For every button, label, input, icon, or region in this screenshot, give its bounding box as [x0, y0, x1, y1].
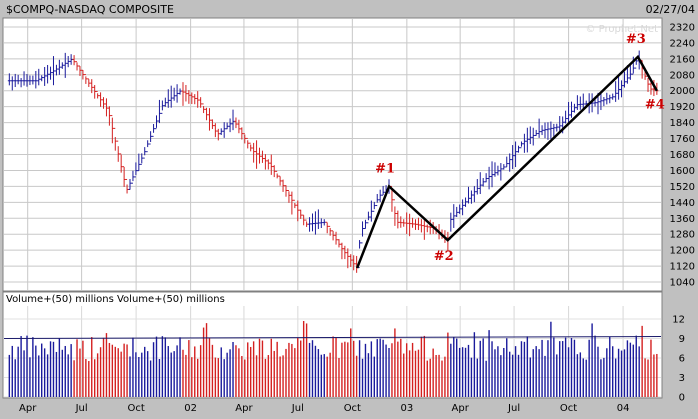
price-tick-label: 2240	[670, 38, 695, 49]
price-tick-label: 2080	[670, 70, 695, 81]
time-tick-label: Jul	[75, 403, 88, 414]
price-tick-label: 1840	[670, 118, 695, 129]
price-tick-label: 1760	[670, 134, 695, 145]
wave-label: #1	[375, 161, 395, 176]
volume-tick-label: 6	[679, 354, 685, 365]
volume-tick-label: 12	[672, 315, 685, 326]
price-axis: 1040 1120 1200 1280 1360 1440 1520 1600 1680 1760…	[670, 22, 695, 288]
price-tick-label: 1120	[670, 262, 695, 273]
time-tick-label: 02	[184, 403, 197, 414]
time-tick-label: Apr	[235, 403, 253, 414]
time-tick-label: Jul	[507, 403, 520, 414]
volume-moving-average	[3, 336, 662, 339]
chart-date: 02/27/04	[646, 3, 695, 16]
watermark: © Prophet.Net	[585, 24, 658, 35]
price-tick-label: 1360	[670, 214, 695, 225]
price-tick-label: 2160	[670, 54, 695, 65]
price-tick-label: 1280	[670, 230, 695, 241]
price-tick-label: 2000	[670, 86, 695, 97]
trend-lines	[355, 54, 658, 269]
time-tick-label: Apr	[452, 403, 470, 414]
wave-label: #3	[626, 32, 646, 47]
price-bars	[7, 50, 659, 273]
price-tick-label: 1680	[670, 150, 695, 161]
volume-label-bg	[4, 293, 661, 305]
price-tick-label: 1040	[670, 278, 695, 289]
time-tick-label: Oct	[344, 403, 361, 414]
price-tick-label: 1200	[670, 246, 695, 257]
price-grid	[4, 19, 661, 290]
wave-trend-line	[355, 54, 658, 269]
chart-title: $COMPQ-NASDAQ COMPOSITE	[6, 3, 174, 16]
volume-panel-label: Volume+(50) millions Volume+(50) million…	[6, 294, 225, 305]
wave-label: #4	[645, 98, 665, 113]
price-tick-label: 1920	[670, 102, 695, 113]
time-tick-label: 03	[400, 403, 413, 414]
volume-axis: 0 3 6 9 12	[672, 315, 685, 404]
price-tick-label: 1520	[670, 182, 695, 193]
volume-tick-label: 3	[679, 373, 685, 384]
time-tick-label: Jul	[291, 403, 304, 414]
price-tick-label: 1600	[670, 166, 695, 177]
wave-labels: #1 #2 #3 #4	[375, 32, 665, 264]
volume-tick-label: 9	[679, 334, 685, 345]
volume-tick-label: 0	[679, 393, 685, 404]
price-tick-label: 2320	[670, 22, 695, 33]
price-tick-label: 1440	[670, 198, 695, 209]
time-tick-label: 04	[617, 403, 630, 414]
time-tick-label: Oct	[127, 403, 144, 414]
time-tick-label: Oct	[560, 403, 577, 414]
time-axis: Apr Jul Oct 02 Apr Jul Oct 03 Apr Jul Oct 04	[19, 403, 629, 414]
wave-label: #2	[434, 249, 454, 264]
volume-bars	[3, 321, 662, 397]
time-tick-label: Apr	[19, 403, 37, 414]
